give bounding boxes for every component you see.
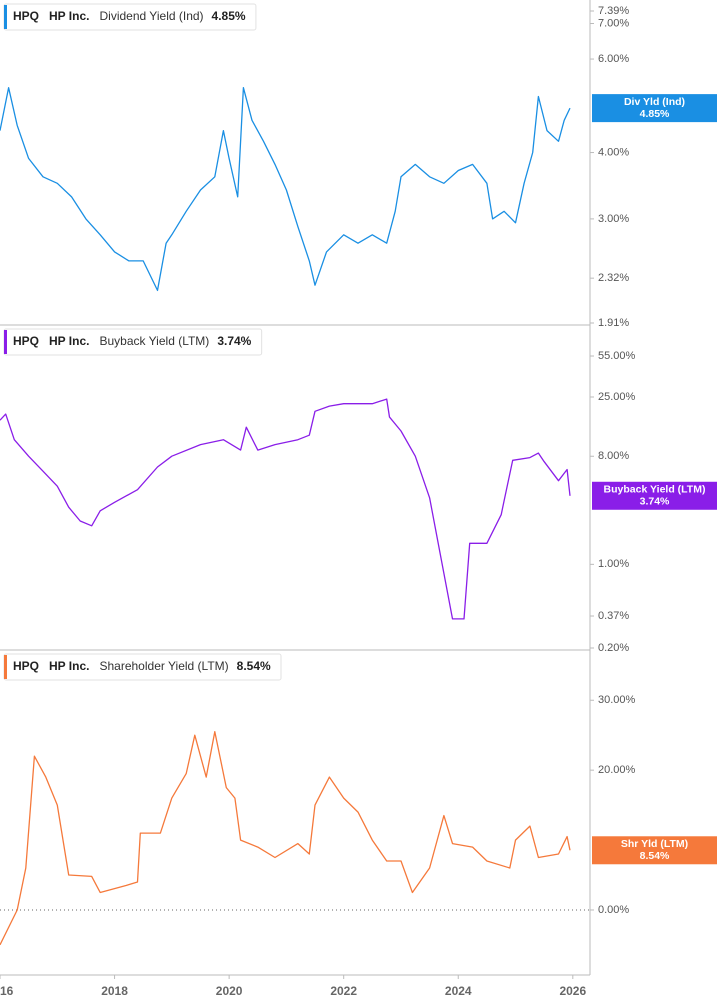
x-tick-label: 2020 xyxy=(216,984,243,998)
x-tick-label: 2022 xyxy=(330,984,357,998)
x-tick-label: 2018 xyxy=(101,984,128,998)
y-tick-label: 1.00% xyxy=(598,558,629,570)
legend-value: 4.85% xyxy=(212,9,246,23)
legend-company: HP Inc. xyxy=(49,334,89,348)
legend-value: 8.54% xyxy=(237,659,271,673)
y-tick-label: 8.00% xyxy=(598,450,629,462)
y-tick-label: 3.00% xyxy=(598,213,629,225)
y-tick-label: 2.32% xyxy=(598,272,629,284)
y-tick-label: 6.00% xyxy=(598,53,629,65)
legend-series-name: Buyback Yield (LTM) xyxy=(99,334,209,348)
x-tick-label: 2026 xyxy=(559,984,586,998)
legend: HPQ HP Inc. Shareholder Yield (LTM) 8.54% xyxy=(3,653,282,681)
legend-company: HP Inc. xyxy=(49,9,89,23)
legend-ticker: HPQ xyxy=(13,9,39,23)
y-tick-label: 25.00% xyxy=(598,391,636,403)
value-badge-value: 8.54% xyxy=(640,850,670,862)
y-tick-label: 20.00% xyxy=(598,764,636,776)
legend-series-name: Dividend Yield (Ind) xyxy=(99,9,203,23)
y-tick-label: 0.37% xyxy=(598,610,629,622)
x-tick-label: 2016 xyxy=(0,984,14,998)
legend-company: HP Inc. xyxy=(49,659,89,673)
value-badge-label: Buyback Yield (LTM) xyxy=(604,484,706,496)
y-tick-label: 1.91% xyxy=(598,317,629,329)
data-line xyxy=(0,398,571,620)
y-tick-label: 55.00% xyxy=(598,350,636,362)
x-tick-label: 2024 xyxy=(445,984,472,998)
value-badge xyxy=(592,836,717,865)
value-badge xyxy=(592,481,717,510)
legend-ticker: HPQ xyxy=(13,334,39,348)
value-badge-value: 3.74% xyxy=(640,496,670,508)
value-badge-label: Div Yld (Ind) xyxy=(624,96,685,108)
data-line xyxy=(0,87,571,292)
y-tick-label: 30.00% xyxy=(598,694,636,706)
data-line xyxy=(0,731,571,946)
legend-swatch xyxy=(4,655,7,679)
legend: HPQ HP Inc. Dividend Yield (Ind) 4.85% xyxy=(3,3,257,31)
y-tick-label: 0.00% xyxy=(598,904,629,916)
y-tick-label: 7.00% xyxy=(598,17,629,29)
legend-swatch xyxy=(4,330,7,354)
value-badge-label: Shr Yld (LTM) xyxy=(621,838,688,850)
legend-ticker: HPQ xyxy=(13,659,39,673)
legend-swatch xyxy=(4,5,7,29)
y-tick-label: 0.20% xyxy=(598,642,629,654)
y-tick-label: 7.39% xyxy=(598,5,629,17)
value-badge-value: 4.85% xyxy=(640,108,670,120)
legend-value: 3.74% xyxy=(217,334,251,348)
value-badge xyxy=(592,94,717,123)
legend: HPQ HP Inc. Buyback Yield (LTM) 3.74% xyxy=(3,328,263,356)
y-tick-label: 4.00% xyxy=(598,146,629,158)
legend-series-name: Shareholder Yield (LTM) xyxy=(99,659,228,673)
